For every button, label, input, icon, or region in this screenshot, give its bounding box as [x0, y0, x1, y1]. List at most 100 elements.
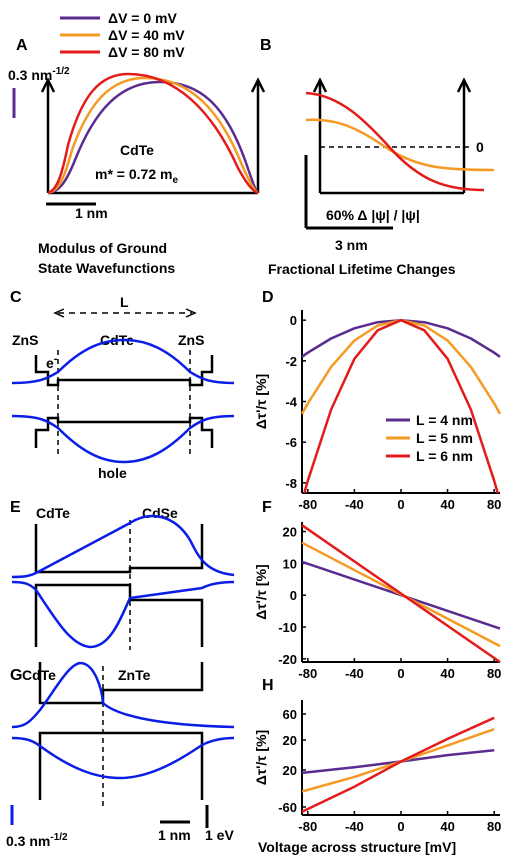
panel-d-x-tick-label: -40	[345, 497, 364, 512]
panel-e-conduction-band	[34, 524, 204, 574]
panel-h-x-tick-label: -40	[345, 819, 364, 834]
panel-e-letter: E	[10, 499, 21, 516]
panel-g-hole-wavefunction	[11, 736, 235, 780]
panel-d-x-tick-label: 40	[440, 497, 454, 512]
hole-wavefunction	[11, 414, 235, 464]
top-legend: ΔV = 0 mV ΔV = 40 mV ΔV = 80 mV	[60, 10, 185, 60]
arrow-up-left-icon	[40, 77, 56, 93]
panel-f-x-tick-label: 0	[397, 666, 404, 681]
panel-b: B 0 60% Δ |ψ| / |ψ| 3 nm Fractional Life…	[260, 37, 495, 277]
panel-e-hole-wavefunction	[11, 580, 235, 649]
panel-b-caption: Fractional Lifetime Changes	[268, 261, 456, 277]
panel-d-legend-label-2: L = 6 nm	[416, 448, 473, 464]
arrow-up-icon	[312, 77, 328, 93]
panel-d-y-tick-label: -4	[285, 395, 297, 410]
panel-f-y-tick-label: -10	[278, 620, 297, 635]
panel-h-x-tick-label: 80	[487, 819, 501, 834]
panel-d-legend-label-1: L = 5 nm	[416, 430, 473, 446]
panel-a-mass: m* = 0.72 me	[95, 166, 178, 186]
panel-d-y-tick-label: -6	[285, 435, 297, 450]
chart-h: 60 20 20 -60-80 -40 0 40 80 Δτ'/τ [%]	[253, 700, 501, 834]
panel-h-y-tick-label: 60	[283, 707, 297, 722]
panel-g-scale-label: 0.3 nm-1/2	[6, 832, 68, 849]
wavefunction-80mv	[47, 72, 259, 195]
panel-d-x-tick-label: 0	[397, 497, 404, 512]
fractional-change-40mv	[305, 118, 495, 172]
panel-d-series-1	[300, 318, 502, 415]
panel-d-y-tick-label: -8	[285, 476, 297, 491]
panel-f-y-tick-label: -20	[278, 652, 297, 667]
legend-label-0mv: ΔV = 0 mV	[108, 10, 177, 26]
panel-h: H 60 20 20 -60-80 -40 0 40 80 Δτ'/τ [%]	[253, 677, 501, 834]
panel-a-scale-label: 0.3 nm-1/2	[8, 66, 70, 83]
panel-f-y-tick-label: 10	[283, 556, 297, 571]
panel-f-y-tick-label: 20	[283, 525, 297, 540]
panel-e: E CdTe CdSe	[10, 499, 235, 650]
panel-d-letter: D	[262, 289, 274, 306]
panel-c-left-material: ZnS	[12, 332, 38, 348]
panel-e-valence-band	[34, 583, 204, 647]
arrow-up-icon	[456, 77, 472, 93]
panel-a-length-label: 1 nm	[75, 205, 108, 221]
electron-wavefunction	[11, 338, 235, 385]
panel-h-x-tick-label: -80	[298, 819, 317, 834]
panel-f: F 20 10 0 -10 -20-80 -40 0 40 80 Δτ'/τ [%]	[253, 499, 501, 681]
panel-d: D 0 -2 -4 -6 -8-80 -40 0 40 80 Δτ'/τ [%] L = 4 nm L…	[253, 289, 501, 512]
legend-label-40mv: ΔV = 40 mV	[108, 27, 185, 43]
arrow-left-icon	[53, 308, 65, 318]
panel-h-y-label: Δτ'/τ [%]	[253, 730, 269, 785]
panel-b-percent-label: 60% Δ |ψ| / |ψ|	[326, 207, 420, 223]
arrow-up-right-icon	[250, 77, 266, 93]
valence-band	[34, 416, 214, 448]
panel-f-x-tick-label: 40	[440, 666, 454, 681]
panel-h-letter: H	[262, 677, 274, 694]
panel-d-y-tick-label: 0	[290, 313, 297, 328]
panel-f-x-tick-label: -80	[298, 666, 317, 681]
panel-c-electron-label: e-	[46, 353, 58, 371]
panel-e-left-material: CdTe	[36, 505, 70, 521]
panel-b-letter: B	[260, 37, 272, 54]
panel-a-caption-2: State Wavefunctions	[38, 260, 175, 276]
panel-g-right-material: ZnTe	[118, 667, 151, 683]
wavefunction-0mv	[47, 80, 259, 195]
panel-f-y-tick-label: 0	[290, 588, 297, 603]
chart-f: 20 10 0 -10 -20-80 -40 0 40 80 Δτ'/τ [%]	[253, 522, 501, 681]
fractional-change-80mv	[305, 91, 485, 192]
panel-a: A 0.3 nm-1/2 CdTe m* = 0.72 me 1 nm Modu…	[8, 37, 266, 276]
panel-d-legend-label-0: L = 4 nm	[416, 412, 473, 428]
panel-g-length-label: 1 nm	[158, 827, 191, 843]
panel-g-letter: G	[10, 667, 22, 684]
arrow-right-icon	[185, 308, 197, 318]
panel-a-letter: A	[16, 37, 28, 54]
conduction-band	[34, 355, 214, 387]
wavefunction-40mv	[47, 76, 259, 195]
panel-a-caption-1: Modulus of Ground	[38, 240, 167, 256]
panel-h-y-tick-label: 20	[283, 733, 297, 748]
panel-f-y-label: Δτ'/τ [%]	[253, 564, 269, 619]
panel-g-valence-band	[38, 731, 204, 800]
panel-d-x-tick-label: 80	[487, 497, 501, 512]
panel-h-x-tick-label: 40	[440, 819, 454, 834]
panel-e-electron-wavefunction	[11, 514, 235, 579]
panel-b-length-label: 3 nm	[335, 237, 368, 253]
panel-c: C L ZnS CdTe ZnS e- hole	[10, 289, 235, 481]
panel-c-right-material: ZnS	[178, 332, 204, 348]
panel-g-energy-label: 1 eV	[205, 827, 234, 843]
panel-h-series-1	[301, 728, 495, 793]
panel-b-zero-label: 0	[476, 139, 484, 155]
panel-f-series-2	[301, 524, 501, 664]
legend-label-80mv: ΔV = 80 mV	[108, 44, 185, 60]
panel-f-letter: F	[262, 499, 272, 516]
panel-c-hole-label: hole	[98, 465, 127, 481]
panel-d-y-tick-label: -2	[285, 354, 297, 369]
panel-g-electron-wavefunction	[11, 661, 235, 729]
panel-h-series-2	[301, 716, 495, 813]
panel-a-material: CdTe	[120, 142, 154, 158]
panel-h-y-tick-label: 20	[283, 763, 297, 778]
panel-c-letter: C	[10, 289, 22, 306]
chart-d: 0 -2 -4 -6 -8-80 -40 0 40 80 Δτ'/τ [%] L = 4 nm L =…	[253, 310, 501, 512]
panel-f-x-tick-label: -40	[345, 666, 364, 681]
panel-f-x-tick-label: 80	[487, 666, 501, 681]
panel-d-y-label: Δτ'/τ [%]	[253, 374, 269, 429]
